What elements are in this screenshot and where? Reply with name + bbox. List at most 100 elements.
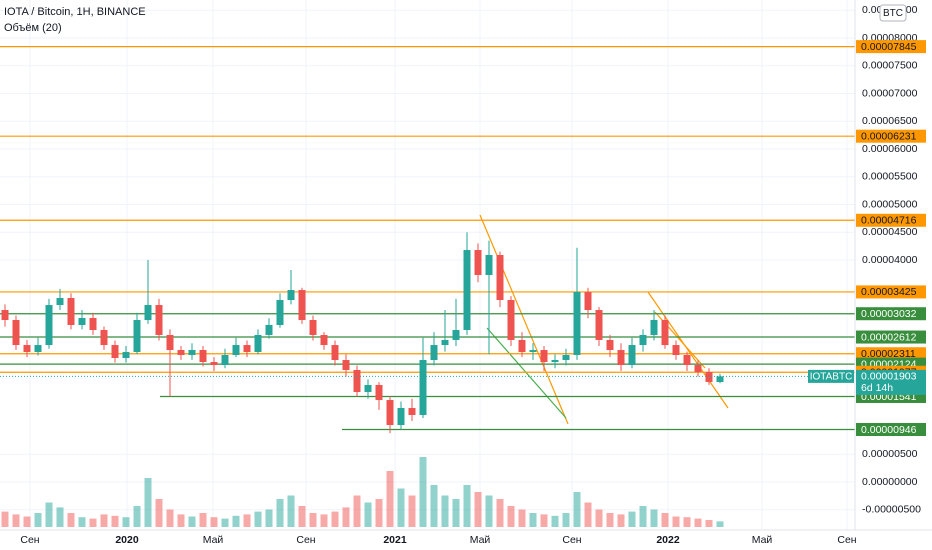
candle-body xyxy=(375,384,383,401)
level-label-box xyxy=(856,307,926,321)
x-tick-label: Май xyxy=(203,534,224,546)
volume-bar xyxy=(485,495,493,527)
candle-body xyxy=(331,345,339,361)
y-tick-label: 0.00004000 xyxy=(862,254,918,266)
candle-body xyxy=(78,318,86,325)
volume-bar xyxy=(529,513,537,527)
volume-bar xyxy=(23,516,31,527)
level-label-box xyxy=(856,347,926,361)
plot xyxy=(0,46,855,527)
level-label: 0.00002311 xyxy=(861,348,916,360)
candle-body xyxy=(463,250,471,330)
candle-body xyxy=(573,292,581,356)
volume-bar xyxy=(452,499,460,527)
volume-bar xyxy=(331,511,339,527)
candle-body xyxy=(529,350,537,353)
y-tick-label: 0.00007000 xyxy=(862,87,918,99)
candle-body xyxy=(342,360,350,371)
last-price-box xyxy=(856,369,926,395)
candle-body xyxy=(232,345,240,356)
volume-bar xyxy=(573,492,581,527)
candle-body xyxy=(694,365,702,372)
x-tick-label: Сен xyxy=(296,534,315,546)
x-tick-label: 2022 xyxy=(656,534,680,546)
volume-bar xyxy=(100,514,108,527)
volume-bar xyxy=(133,506,141,527)
candle-body xyxy=(12,319,20,346)
volume-bar xyxy=(628,511,636,527)
candle-body xyxy=(309,319,317,335)
level-label: 0.00003425 xyxy=(861,286,917,298)
volume-bar xyxy=(309,513,317,527)
volume-bar xyxy=(650,509,658,527)
volume-bar xyxy=(210,517,218,527)
y-tick-label: 0.00006000 xyxy=(862,143,918,155)
countdown-label: 6d 14h xyxy=(861,382,893,394)
y-tick-label: 0.00005500 xyxy=(862,171,918,183)
candle-body xyxy=(386,400,394,425)
candle-body xyxy=(617,350,625,366)
volume-bar xyxy=(705,520,713,527)
candle-body xyxy=(584,292,592,311)
volume-bar xyxy=(584,502,592,527)
volume-bar xyxy=(375,499,383,527)
candle-body xyxy=(34,345,42,353)
volume-bar xyxy=(496,499,504,527)
symbol-label: IOTABTC xyxy=(810,372,853,383)
candle-body xyxy=(276,300,284,325)
candle-body xyxy=(419,360,427,416)
candle-body xyxy=(188,350,196,356)
grid xyxy=(0,0,855,530)
x-tick-label: Сен xyxy=(562,534,581,546)
title: IOTA / Bitcoin, 1H, BINANCE xyxy=(4,6,146,18)
volume-bar xyxy=(562,513,570,527)
candle-body xyxy=(452,329,460,340)
volume-bar xyxy=(1,511,9,527)
volume-bar xyxy=(397,488,405,527)
currency-label[interactable]: BTC xyxy=(883,8,903,19)
candle-body xyxy=(562,355,570,361)
x-tick-label: Сен xyxy=(837,534,856,546)
level-label-box xyxy=(856,285,926,299)
candle-body xyxy=(595,310,603,340)
volume-bar xyxy=(320,514,328,527)
volume-bar xyxy=(683,517,691,527)
candle-body xyxy=(320,334,328,346)
candle-body xyxy=(353,370,361,392)
volume-bar xyxy=(716,521,724,527)
y-tick-label: 0.00006500 xyxy=(862,115,918,127)
volume-bar xyxy=(606,513,614,527)
trend-line xyxy=(479,214,569,425)
candle-body xyxy=(221,355,229,366)
volume-bar xyxy=(540,514,548,527)
candle-body xyxy=(716,376,724,382)
volume-bar xyxy=(661,513,669,527)
level-label: 0.00000946 xyxy=(861,424,917,436)
volume-bar xyxy=(56,507,64,527)
candle-body xyxy=(287,290,295,301)
volume-bar xyxy=(155,499,163,527)
volume-bar xyxy=(551,515,559,527)
candle-body xyxy=(430,345,438,361)
volume-bar xyxy=(34,513,42,527)
candle-body xyxy=(122,352,130,359)
candle-body xyxy=(397,408,405,425)
candle-body xyxy=(210,362,218,366)
level-label-box xyxy=(856,330,926,344)
candle-body xyxy=(67,298,75,325)
candle-body xyxy=(496,255,504,301)
volume-bar xyxy=(265,509,273,527)
x-tick-label: Май xyxy=(470,534,491,546)
volume-bar xyxy=(408,495,416,527)
level-label-box xyxy=(856,422,926,436)
x-tick-label: Май xyxy=(752,534,773,546)
volume-bar xyxy=(111,515,119,527)
currency-button[interactable] xyxy=(879,4,907,22)
candle-body xyxy=(661,319,669,346)
candle-body xyxy=(243,345,251,353)
candle-body xyxy=(177,350,185,356)
level-label-box xyxy=(856,213,926,227)
volume-bar xyxy=(595,509,603,527)
x-tick-label: 2020 xyxy=(115,534,139,546)
level-label: 0.00007845 xyxy=(861,41,917,53)
